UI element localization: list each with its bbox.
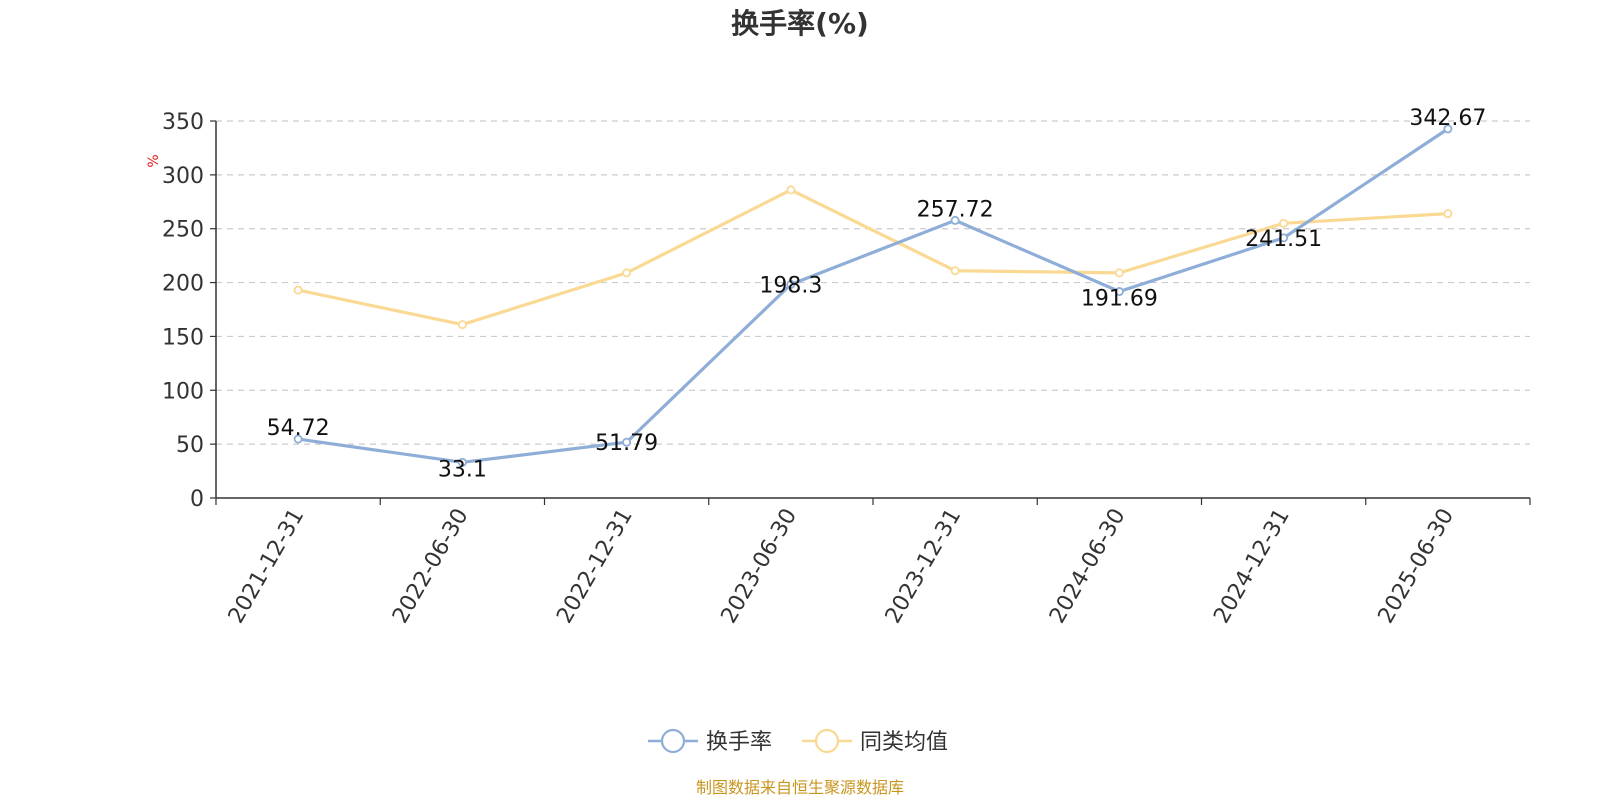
x-tick-label: 2025-06-30 (1373, 505, 1459, 628)
legend-item-1[interactable]: 同类均值 (802, 728, 948, 755)
series-point-0 (786, 279, 796, 289)
y-axis-unit-label: % (146, 154, 162, 167)
series-point-1 (457, 320, 467, 330)
y-tick-label: 50 (176, 433, 204, 458)
series-line-0 (297, 127, 1449, 464)
y-tick-label: 250 (162, 218, 204, 243)
series-point-1 (1114, 268, 1124, 278)
legend-label: 换手率 (706, 730, 772, 755)
axes: 0 50 100 150 200 250 300 350 2021-12-31 2022-06-3… (162, 110, 1531, 628)
data-label: 198.3 (759, 273, 822, 298)
x-tick-label: 2022-12-31 (552, 505, 638, 628)
gridlines (216, 120, 1530, 445)
series-point-0 (1443, 124, 1453, 134)
x-tick-label: 2023-12-31 (881, 505, 967, 628)
legend[interactable]: 换手率 同类均值 (648, 728, 948, 755)
y-tick-label: 150 (162, 325, 204, 350)
series-point-1 (950, 266, 960, 276)
series-point-1 (293, 285, 303, 295)
data-label: 257.72 (917, 197, 994, 222)
y-tick-label: 100 (162, 379, 204, 404)
x-tick-label: 2023-06-30 (716, 505, 802, 628)
x-tick-label: 2022-06-30 (388, 505, 474, 628)
series-point-0 (1114, 287, 1124, 297)
series-lines (293, 124, 1453, 467)
data-label: 342.67 (1409, 106, 1486, 131)
legend-marker-icon (814, 728, 840, 754)
y-tick-label: 300 (162, 164, 204, 189)
data-label: 191.69 (1081, 287, 1158, 312)
series-point-0 (1279, 233, 1289, 243)
data-label: 33.1 (438, 457, 487, 482)
data-labels: 54.72 33.1 51.79 198.3 257.72 191.69 241.51 342… (267, 106, 1487, 482)
series-point-1 (622, 268, 632, 278)
x-tick-label: 2024-06-30 (1045, 505, 1131, 628)
x-tick-label: 2021-12-31 (224, 505, 310, 628)
series-point-0 (457, 457, 467, 467)
source-note: 制图数据来自恒生聚源数据库 (696, 778, 904, 797)
legend-item-0[interactable]: 换手率 (648, 728, 772, 755)
legend-marker-icon (660, 728, 686, 754)
data-label: 54.72 (267, 416, 330, 441)
series-point-0 (622, 437, 632, 447)
series-point-1 (786, 185, 796, 195)
legend-label: 同类均值 (860, 730, 948, 755)
series-point-1 (1279, 218, 1289, 228)
series-point-0 (293, 434, 303, 444)
series-point-0 (950, 215, 960, 225)
data-label: 51.79 (595, 431, 658, 456)
y-tick-label: 0 (190, 487, 204, 512)
series-point-1 (1443, 209, 1453, 219)
data-label: 241.51 (1245, 227, 1322, 252)
x-tick-label: 2024-12-31 (1209, 505, 1295, 628)
y-tick-label: 200 (162, 272, 204, 297)
chart-title: 换手率(%) (731, 7, 869, 40)
series-line-1 (297, 188, 1448, 327)
y-tick-label: 350 (162, 110, 204, 135)
